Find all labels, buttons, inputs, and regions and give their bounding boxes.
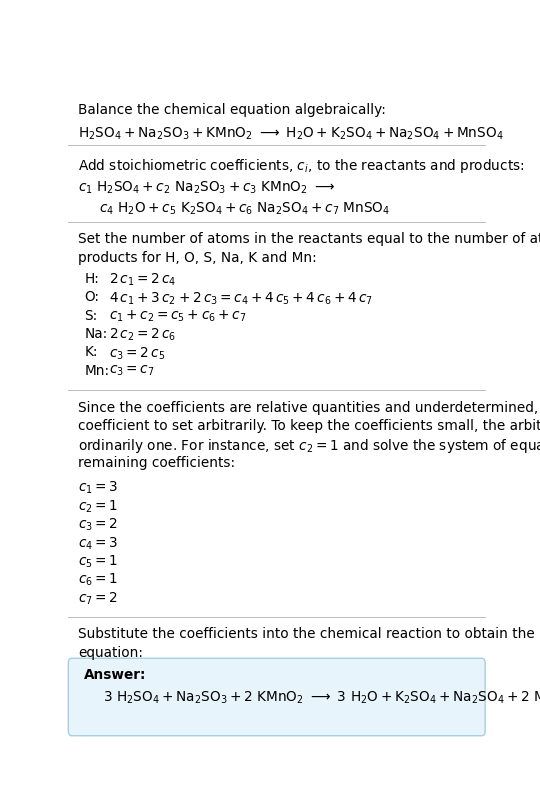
Text: Substitute the coefficients into the chemical reaction to obtain the balanced: Substitute the coefficients into the che… — [78, 627, 540, 641]
Text: coefficient to set arbitrarily. To keep the coefficients small, the arbitrary va: coefficient to set arbitrarily. To keep … — [78, 419, 540, 433]
Text: $c_1 + c_2 = c_5 + c_6 + c_7$: $c_1 + c_2 = c_5 + c_6 + c_7$ — [109, 309, 247, 324]
Text: Set the number of atoms in the reactants equal to the number of atoms in the: Set the number of atoms in the reactants… — [78, 232, 540, 246]
Text: H:: H: — [84, 272, 99, 286]
Text: $4\,c_1 + 3\,c_2 + 2\,c_3 = c_4 + 4\,c_5 + 4\,c_6 + 4\,c_7$: $4\,c_1 + 3\,c_2 + 2\,c_3 = c_4 + 4\,c_5… — [109, 290, 374, 307]
Text: Since the coefficients are relative quantities and underdetermined, choose a: Since the coefficients are relative quan… — [78, 401, 540, 415]
Text: K:: K: — [84, 346, 98, 359]
Text: $2\,c_2 = 2\,c_6$: $2\,c_2 = 2\,c_6$ — [109, 327, 177, 343]
Text: $3\ \mathrm{H_2SO_4} + \mathrm{Na_2SO_3} + 2\ \mathrm{KMnO_2}$$\ \longrightarrow: $3\ \mathrm{H_2SO_4} + \mathrm{Na_2SO_3}… — [103, 689, 540, 706]
Text: O:: O: — [84, 290, 99, 304]
Text: Mn:: Mn: — [84, 364, 110, 378]
Text: Na:: Na: — [84, 327, 107, 341]
Text: $c_7 = 2$: $c_7 = 2$ — [78, 590, 118, 607]
Text: Answer:: Answer: — [84, 668, 147, 682]
Text: $c_4\ \mathrm{H_2O} + c_5\ \mathrm{K_2SO_4} + c_6\ \mathrm{Na_2SO_4} + c_7\ \mat: $c_4\ \mathrm{H_2O} + c_5\ \mathrm{K_2SO… — [99, 200, 390, 217]
Text: Balance the chemical equation algebraically:: Balance the chemical equation algebraica… — [78, 104, 386, 117]
Text: $c_1 = 3$: $c_1 = 3$ — [78, 480, 118, 497]
Text: ordinarily one. For instance, set $c_2 = 1$ and solve the system of equations fo: ordinarily one. For instance, set $c_2 =… — [78, 438, 540, 455]
Text: remaining coefficients:: remaining coefficients: — [78, 456, 235, 470]
Text: $c_3 = c_7$: $c_3 = c_7$ — [109, 364, 155, 378]
Text: S:: S: — [84, 309, 98, 323]
Text: equation:: equation: — [78, 645, 143, 659]
Text: $c_3 = 2\,c_5$: $c_3 = 2\,c_5$ — [109, 346, 166, 362]
Text: products for H, O, S, Na, K and Mn:: products for H, O, S, Na, K and Mn: — [78, 251, 317, 265]
Text: $c_1\ \mathrm{H_2SO_4} + c_2\ \mathrm{Na_2SO_3} + c_3\ \mathrm{KMnO_2}\ \longrig: $c_1\ \mathrm{H_2SO_4} + c_2\ \mathrm{Na… — [78, 180, 335, 196]
Text: $2\,c_1 = 2\,c_4$: $2\,c_1 = 2\,c_4$ — [109, 272, 177, 288]
Text: $\mathrm{H_2SO_4 + Na_2SO_3 + KMnO_2}$$\ \longrightarrow\ $$\mathrm{H_2O + K_2SO: $\mathrm{H_2SO_4 + Na_2SO_3 + KMnO_2}$$\… — [78, 126, 504, 142]
Text: $c_6 = 1$: $c_6 = 1$ — [78, 572, 118, 589]
Text: $c_2 = 1$: $c_2 = 1$ — [78, 498, 118, 515]
Text: Add stoichiometric coefficients, $c_i$, to the reactants and products:: Add stoichiometric coefficients, $c_i$, … — [78, 156, 524, 174]
FancyBboxPatch shape — [69, 658, 485, 736]
Text: $c_5 = 1$: $c_5 = 1$ — [78, 553, 118, 570]
Text: $c_3 = 2$: $c_3 = 2$ — [78, 517, 118, 533]
Text: $c_4 = 3$: $c_4 = 3$ — [78, 535, 118, 552]
